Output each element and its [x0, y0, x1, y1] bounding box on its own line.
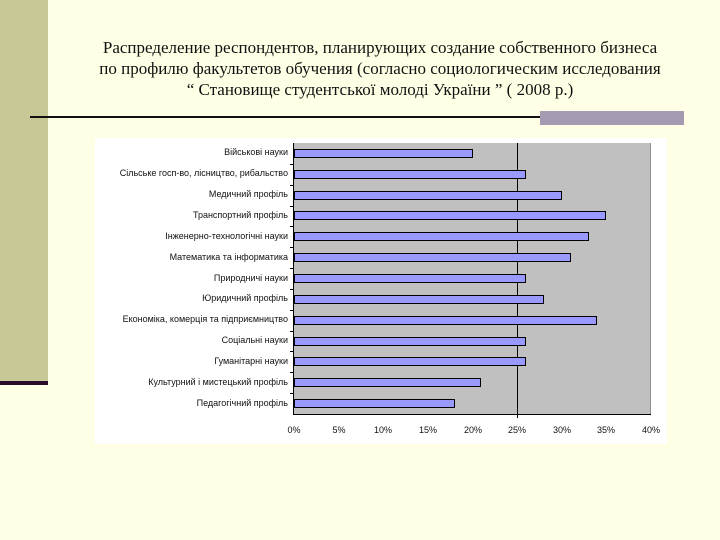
- title-decor-band: [540, 111, 684, 125]
- category-label: Математика та інформатика: [169, 252, 288, 262]
- bar: [294, 378, 481, 387]
- y-tick: [290, 247, 294, 248]
- category-label: Педагогічний профіль: [196, 398, 288, 408]
- category-label: Природничі науки: [213, 273, 288, 283]
- title-divider: [30, 116, 684, 118]
- x-tick-label: 30%: [552, 425, 572, 435]
- bar: [294, 211, 606, 220]
- bar: [294, 357, 526, 366]
- title-line-1: Распределение респондентов, планирующих …: [102, 38, 658, 57]
- y-tick: [290, 226, 294, 227]
- y-tick: [290, 206, 294, 207]
- bar: [294, 149, 473, 158]
- bar: [294, 232, 589, 241]
- y-tick: [290, 185, 294, 186]
- x-tick-label: 20%: [463, 425, 483, 435]
- bar: [294, 316, 597, 325]
- category-label: Економіка, комерція та підприємництво: [122, 314, 288, 324]
- x-tick-label: 40%: [641, 425, 661, 435]
- title-line-3: “ Становище студентської молоді України …: [186, 80, 574, 99]
- y-tick: [290, 164, 294, 165]
- y-tick: [290, 289, 294, 290]
- y-tick: [290, 393, 294, 394]
- bar: [294, 399, 455, 408]
- category-label: Сільське госп-во, лісництво, рибальство: [119, 168, 288, 178]
- x-tick-label: 10%: [373, 425, 393, 435]
- bar: [294, 274, 526, 283]
- category-label: Інженерно-технологічні науки: [165, 231, 288, 241]
- bar: [294, 191, 562, 200]
- category-label: Медичний профіль: [208, 189, 288, 199]
- side-decor-rule: [0, 381, 48, 385]
- y-tick: [290, 331, 294, 332]
- bar: [294, 253, 571, 262]
- x-tick-label: 25%: [507, 425, 527, 435]
- category-label: Соціальні науки: [221, 335, 288, 345]
- x-tick-label: 0%: [287, 425, 301, 435]
- bar: [294, 170, 526, 179]
- x-tick-label: 15%: [418, 425, 438, 435]
- category-label: Військові науки: [224, 147, 288, 157]
- y-tick: [290, 351, 294, 352]
- side-decor-band: [0, 0, 48, 381]
- x-axis: [293, 414, 651, 415]
- x-tick-label: 5%: [332, 425, 346, 435]
- slide-title: Распределение респондентов, планирующих …: [40, 37, 720, 100]
- bar: [294, 337, 526, 346]
- category-label: Юридичний профіль: [202, 293, 288, 303]
- y-tick: [290, 372, 294, 373]
- title-line-2: по профилю факультетов обучения (согласн…: [99, 59, 661, 78]
- y-tick: [290, 268, 294, 269]
- y-axis: [293, 143, 294, 415]
- category-label: Гуманітарні науки: [214, 356, 288, 366]
- category-label: Транспортний профіль: [192, 210, 288, 220]
- bar: [294, 295, 544, 304]
- category-label: Культурний і мистецький профіль: [148, 377, 288, 387]
- x-tick-label: 35%: [596, 425, 616, 435]
- y-tick: [290, 310, 294, 311]
